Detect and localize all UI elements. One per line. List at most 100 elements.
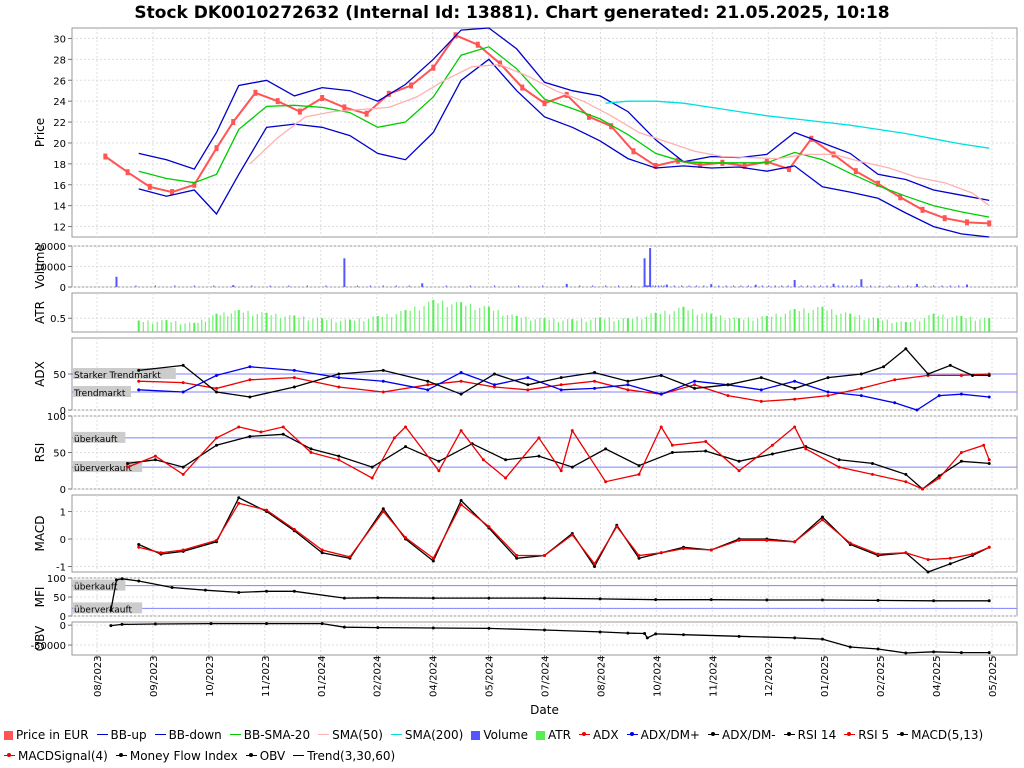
series-point [137,388,141,392]
series-point [598,597,602,601]
series-point [237,501,241,505]
bar-mark [655,285,657,287]
series-point [870,472,874,476]
x-tick-label: 11/2023 [261,655,272,697]
bar-mark [710,284,713,287]
bar-mark [562,320,564,332]
series-point [948,363,952,367]
reference-label: überverkauft [74,605,133,615]
bar-mark [608,317,610,332]
series-point [504,476,508,480]
price-candle [103,153,108,160]
y-tick-label: -1 [56,563,66,574]
y-tick-label: 100 [47,574,66,585]
price-candle [698,161,703,168]
bar-mark [648,285,650,287]
bar-mark [937,316,939,332]
bar-mark [646,285,648,287]
bar-mark [974,320,976,332]
series-line [605,100,990,149]
series-point [737,459,741,463]
bar-mark [237,309,240,332]
bar-mark [821,306,824,332]
legend-swatch [229,734,241,735]
x-tick-label: 08/2023 [93,655,104,697]
bar-mark [483,306,485,332]
legend-item: BB-up [96,725,147,746]
bar-mark [234,310,236,332]
bar-mark [154,285,156,287]
bar-mark [932,313,935,332]
series-point [281,425,285,429]
series-point [759,399,763,403]
bar-mark [682,306,685,332]
series-point [637,554,641,557]
series-point [709,548,713,552]
series-point [926,372,930,376]
price-candle [520,84,525,91]
bar-mark [645,285,648,287]
y-tick-label: 0 [60,621,66,632]
bar-mark [846,285,849,287]
price-candle [475,41,480,48]
y-axis-label: MACD [33,516,47,552]
bar-mark [933,285,935,287]
bar-mark [888,285,890,287]
legend-item: SMA(200) [390,725,463,746]
y-axis-label: OBV [33,625,47,651]
series-point [893,378,897,382]
bar-mark [152,323,154,332]
bar-mark [530,320,532,332]
series-point [859,394,863,398]
series-point [309,447,313,451]
legend-swatch [293,755,305,756]
series-point [376,626,380,630]
bar-mark [706,312,708,332]
bar-mark [594,317,597,332]
series-point [342,596,346,600]
series-point [381,379,385,383]
bar-mark [626,318,629,332]
bar-mark [408,285,410,287]
series-point [120,577,124,581]
bar-mark [189,322,191,332]
bar-mark [729,318,731,332]
series-point [392,436,396,440]
series-point [337,458,341,462]
bar-mark [517,285,520,287]
series-point [526,376,530,380]
bar-mark [215,313,218,332]
bar-mark [147,320,149,332]
series-point [320,551,324,555]
bar-mark [298,317,300,332]
bar-mark [907,285,909,287]
series-point [543,628,546,632]
series-point [876,598,880,602]
legend-label: BB-down [168,728,222,742]
series-point [882,365,886,369]
series-point [926,570,930,574]
series-point [737,634,741,638]
series-point [626,631,630,635]
series-point [515,554,519,557]
series-point [626,383,630,387]
bar-mark [539,317,541,332]
bar-mark [915,283,918,287]
bar-mark [924,285,926,287]
series-point [265,508,269,512]
reference-label: überverkauft [74,464,133,474]
y-tick-label: 16 [53,181,66,192]
bar-mark [542,285,544,287]
series-point [926,558,930,562]
x-tick-label: 01/2025 [820,655,831,697]
bar-mark [965,318,967,332]
series-point [265,622,269,626]
series-point [659,551,663,555]
bar-mark [752,320,754,332]
series-point [431,556,435,560]
price-candle [898,194,903,201]
y-tick-label: 100 [47,412,66,423]
bar-mark [227,316,229,332]
price-candle [542,100,547,107]
legend-swatch [471,731,481,740]
